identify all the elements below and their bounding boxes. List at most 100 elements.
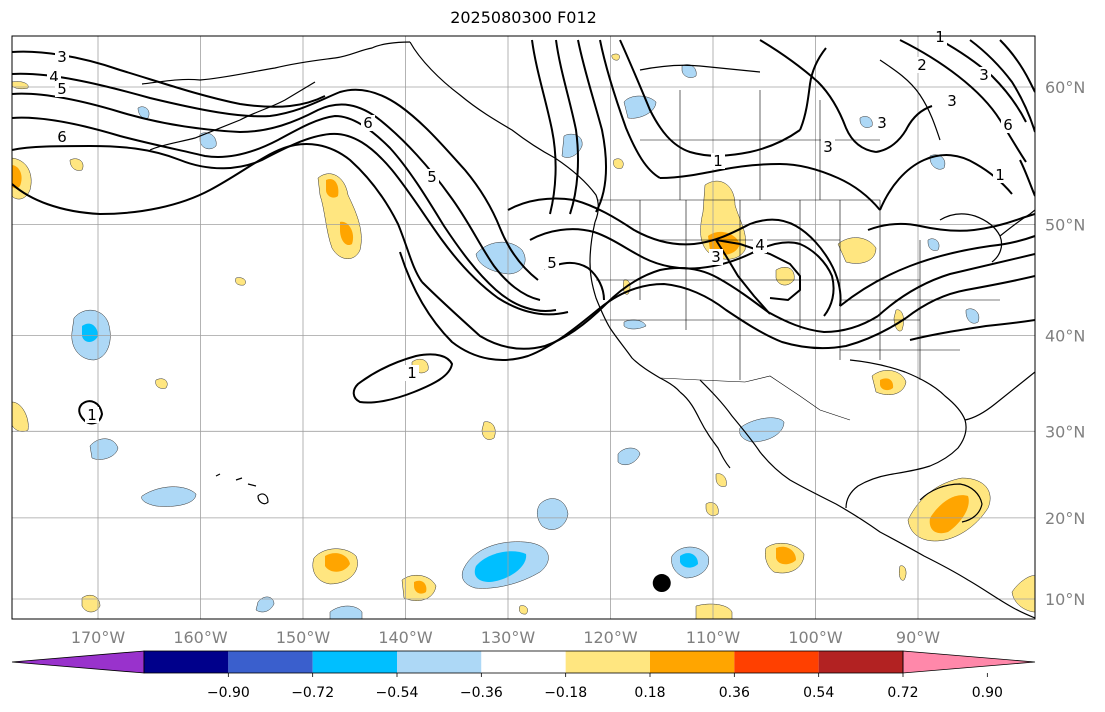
anomaly-patch-negative [680,553,698,568]
contour-label: 3 [823,138,833,156]
contour-label-background [933,29,947,45]
anomaly-patch-negative [681,64,697,78]
lon-tick-label: 160°W [173,628,228,647]
contour-label: 3 [57,48,67,66]
contour-label-background [425,169,439,185]
lat-tick-label: 20°N [1045,509,1085,528]
anomaly-patch-negative [537,498,569,530]
contour-line [352,353,454,404]
coastline-greatlakes [939,213,1003,263]
contour-label-background [85,407,99,423]
contour-label: 5 [57,80,67,98]
contour-line [839,235,1035,307]
political-borders [596,90,1000,421]
contour-line [12,132,569,316]
lon-tick-label: 140°W [378,628,433,647]
contour-line [12,72,539,281]
contour-label-background [55,81,69,97]
contour-label: 1 [87,406,97,424]
contour-line [12,92,541,301]
anomaly-patch-positive [481,421,496,440]
lon-tick-label: 120°W [583,628,638,647]
anomaly-patch-negative [474,551,527,582]
contour-line [969,39,1035,133]
contour-label-background [545,255,559,271]
colorbar-tick-label: −0.90 [207,685,250,701]
anomaly-patch-negative [82,323,98,342]
border-canada-provinces [679,90,821,200]
coastline-alaska [141,41,411,85]
anomaly-patch-positive [613,158,624,169]
contour-label-background [709,249,723,265]
contour-label: 3 [979,66,989,84]
plot-title: 2025080300 F012 [450,8,597,27]
contour-label: 5 [547,254,557,272]
longitude-labels: 170°W 160°W 150°W 140°W 130°W 120°W 110°W 100°W… [71,628,940,647]
anomaly-patch-positive [929,495,969,534]
colorbar-segment [565,651,650,673]
contour-line [421,267,879,350]
contour-label: 5 [427,168,437,186]
contour-label-background [875,115,889,131]
contour-label-background [993,167,1007,183]
contour-line [999,39,1035,93]
anomaly-patch-positive [893,309,904,332]
contour-label: 3 [711,248,721,266]
contour-label: 3 [947,92,957,110]
anomaly-patch-negative [329,605,363,619]
colorbar-tick-label: 0.54 [803,685,834,701]
anomaly-patch-positive [414,580,427,594]
anomaly-patch-positive [519,605,528,615]
lon-tick-label: 110°W [686,628,741,647]
anomaly-patch-positive [611,53,620,61]
coastline-layer [141,41,1035,619]
anomaly-patch-positive [776,546,796,565]
coastline-aleutians [149,81,316,151]
contour-label: 3 [877,114,887,132]
coastline-baja [679,391,731,469]
contour-label-background [821,139,835,155]
border-us-mexico [659,375,851,421]
coastline-hudson [879,59,941,141]
anomaly-patch-negative [739,417,785,443]
map-frame [11,35,1036,620]
anomaly-patch-positive [1011,575,1035,613]
contour-label: 4 [49,68,59,86]
anomaly-patch-negative [137,106,150,119]
lon-tick-label: 90°W [896,628,940,647]
anomaly-patch-negative [859,116,873,128]
contour-label: 6 [363,114,373,132]
contour-label: 6 [1003,116,1013,134]
colorbar-segment [228,651,313,673]
lat-tick-label: 60°N [1045,78,1085,97]
contour-line [599,39,661,179]
coastline-yucatan [919,483,983,523]
anomaly-patch-positive [81,595,101,613]
anomaly-patch-negative [141,486,197,507]
contour-label: 4 [755,236,765,254]
coastline-canada-north [639,64,761,73]
lon-tick-label: 100°W [788,628,843,647]
colorbar-extend-low [11,650,145,674]
colorbar-segment [397,651,482,673]
contour-line [905,275,1035,319]
lon-tick-label: 130°W [481,628,536,647]
contour-line [1019,159,1035,197]
contour-line [759,39,877,153]
coastline-gulf [845,359,967,509]
contour-line [799,47,827,131]
coastline-mexico-west [699,379,1035,619]
anomaly-patch-negative [255,596,275,613]
colorbar-frame [143,650,904,674]
anomaly-patch-positive [155,378,168,389]
contour-label-background [753,237,767,253]
latitude-labels: 60°N 50°N 40°N 30°N 20°N 10°N [1045,78,1085,609]
anomaly-patch-negative [617,447,641,465]
anomaly-patch-positive [695,603,733,619]
contour-label: 1 [995,166,1005,184]
contour-line [877,253,1035,317]
anomaly-patch-positive [880,378,894,391]
colorbar: −0.90 −0.72 −0.54 −0.36 −0.18 0.18 0.36 0.54 0.7… [11,650,1036,701]
coastline-hawaii [215,473,269,505]
